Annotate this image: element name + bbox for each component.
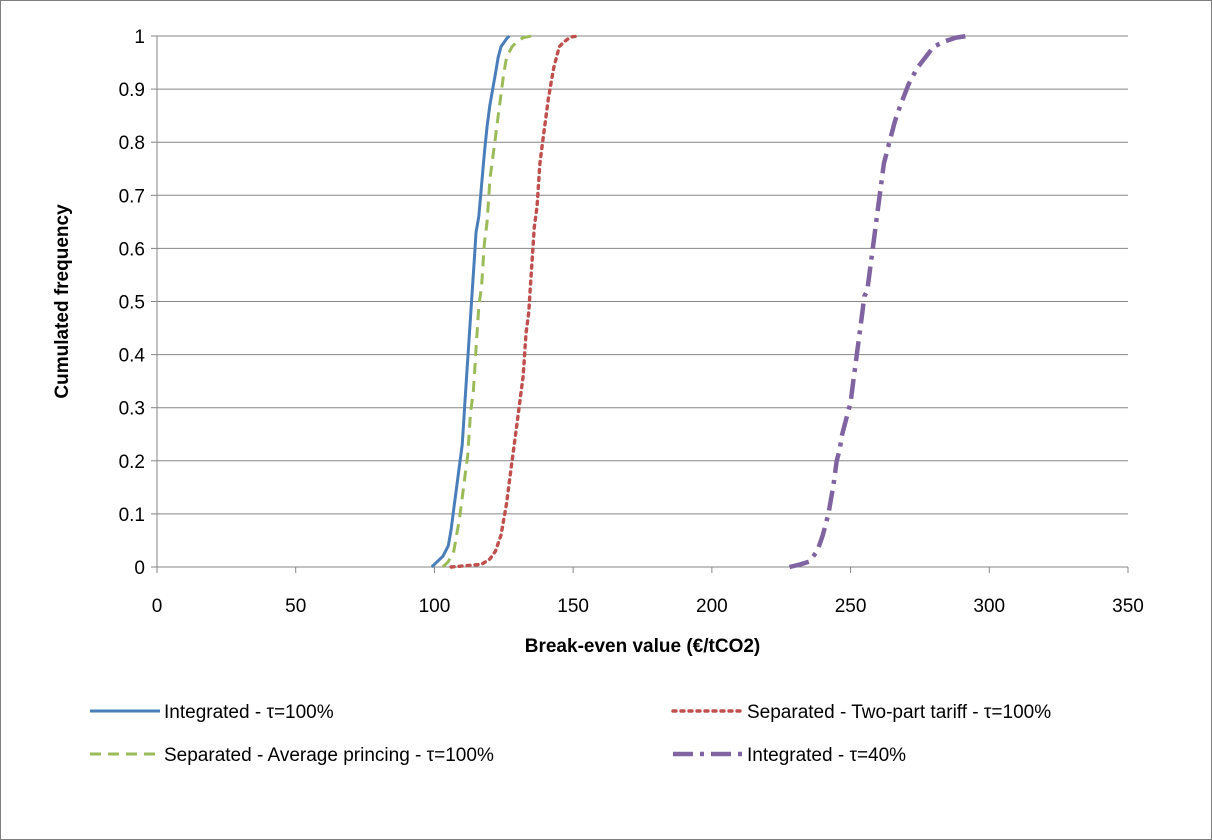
tick-labels: 0 0.1 0.2 0.3 0.4 0.5 0.6 0.7 0.8 0.9 1 0 50 100 150 20… [119, 27, 1144, 617]
x-tick-label: 200 [696, 596, 728, 617]
x-tick-label: 0 [152, 596, 163, 617]
x-axis-title: Break-even value (€/tCO2) [525, 636, 761, 657]
y-tick-label: 0.4 [119, 346, 146, 367]
y-tick-label: 0.1 [119, 505, 145, 526]
y-tick-label: 0.9 [119, 80, 145, 101]
legend-label-1: Integrated - τ=100% [164, 702, 334, 723]
y-tick-label: 0.8 [119, 133, 145, 154]
legend-label-3: Separated - Average princing - τ=100% [164, 745, 494, 766]
gridlines [157, 35, 1128, 515]
y-tick-label: 0.3 [119, 399, 145, 420]
series-layer [430, 33, 968, 570]
y-axis-title: Cumulated frequency [52, 204, 73, 399]
x-tick-label: 300 [973, 596, 1005, 617]
y-tick-label: 0.6 [119, 239, 145, 260]
x-tick-label: 250 [835, 596, 867, 617]
x-tick-label: 100 [419, 596, 451, 617]
x-tick-label: 350 [1112, 596, 1144, 617]
y-tick-label: 0.5 [119, 293, 145, 314]
legend-label-2: Separated - Two-part tariff - τ=100% [747, 702, 1051, 723]
x-tick-label: 150 [557, 596, 589, 617]
x-tick-label: 50 [285, 596, 306, 617]
y-tick-label: 1 [134, 27, 145, 48]
axes [151, 35, 1129, 573]
legend-label-4: Integrated - τ=40% [747, 745, 906, 766]
legend: Integrated - τ=100% Separated - Two-part … [90, 702, 1051, 766]
series-line-2 [449, 34, 581, 569]
y-tick-label: 0.7 [119, 186, 145, 207]
series-line-3 [441, 34, 532, 569]
series-line-4 [788, 33, 968, 570]
y-tick-label: 0 [134, 558, 145, 579]
y-tick-label: 0.2 [119, 452, 145, 473]
series-line-1 [430, 34, 511, 569]
